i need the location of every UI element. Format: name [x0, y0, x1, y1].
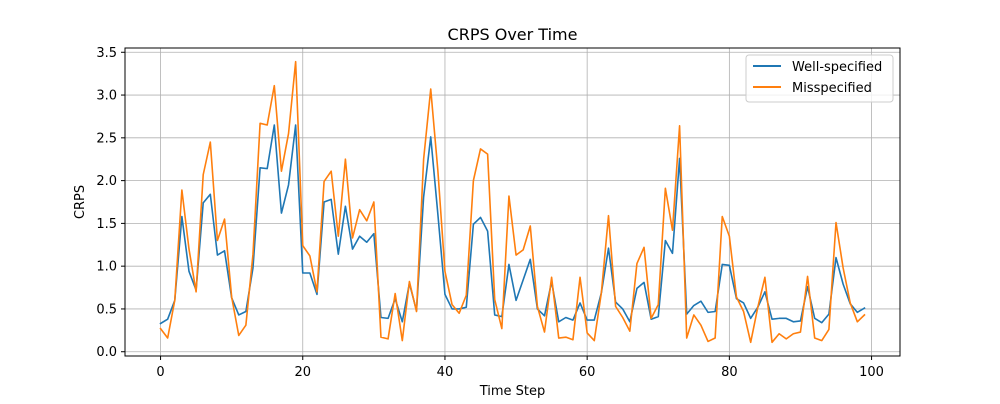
x-tick-label: 100: [859, 365, 884, 380]
y-tick-label: 2.0: [96, 174, 117, 189]
x-axis-label: Time Step: [479, 384, 546, 399]
series-line-well-specified: [159, 124, 866, 325]
x-tick-label: 80: [721, 365, 738, 380]
y-tick-label: 0.5: [96, 302, 117, 317]
x-tick-label: 0: [156, 365, 164, 380]
legend-box: [745, 54, 894, 103]
x-tick-label: 60: [579, 365, 596, 380]
data-series: [159, 60, 866, 344]
series-line-misspecified: [159, 60, 866, 344]
legend: Well-specified Misspecified: [745, 54, 894, 103]
y-axis-label: CRPS: [73, 185, 88, 219]
axis-ticks: 0 20 40 60 80 100 0.0 0.5 1.0 1.5 2.0 2.5 3.0 3.5: [96, 46, 884, 380]
y-tick-label: 3.5: [96, 46, 117, 61]
y-tick-label: 1.0: [96, 260, 117, 275]
y-tick-label: 1.5: [96, 217, 117, 232]
y-tick-label: 2.5: [96, 131, 117, 146]
y-tick-label: 0.0: [96, 345, 117, 360]
x-tick-label: 20: [294, 365, 311, 380]
x-tick-label: 40: [437, 365, 454, 380]
y-tick-label: 3.0: [96, 89, 117, 104]
legend-label-misspecified: Misspecified: [792, 81, 872, 96]
legend-label-well-specified: Well-specified: [792, 60, 882, 75]
chart-title: CRPS Over Time: [448, 25, 578, 44]
plot-frame: [124, 47, 901, 357]
